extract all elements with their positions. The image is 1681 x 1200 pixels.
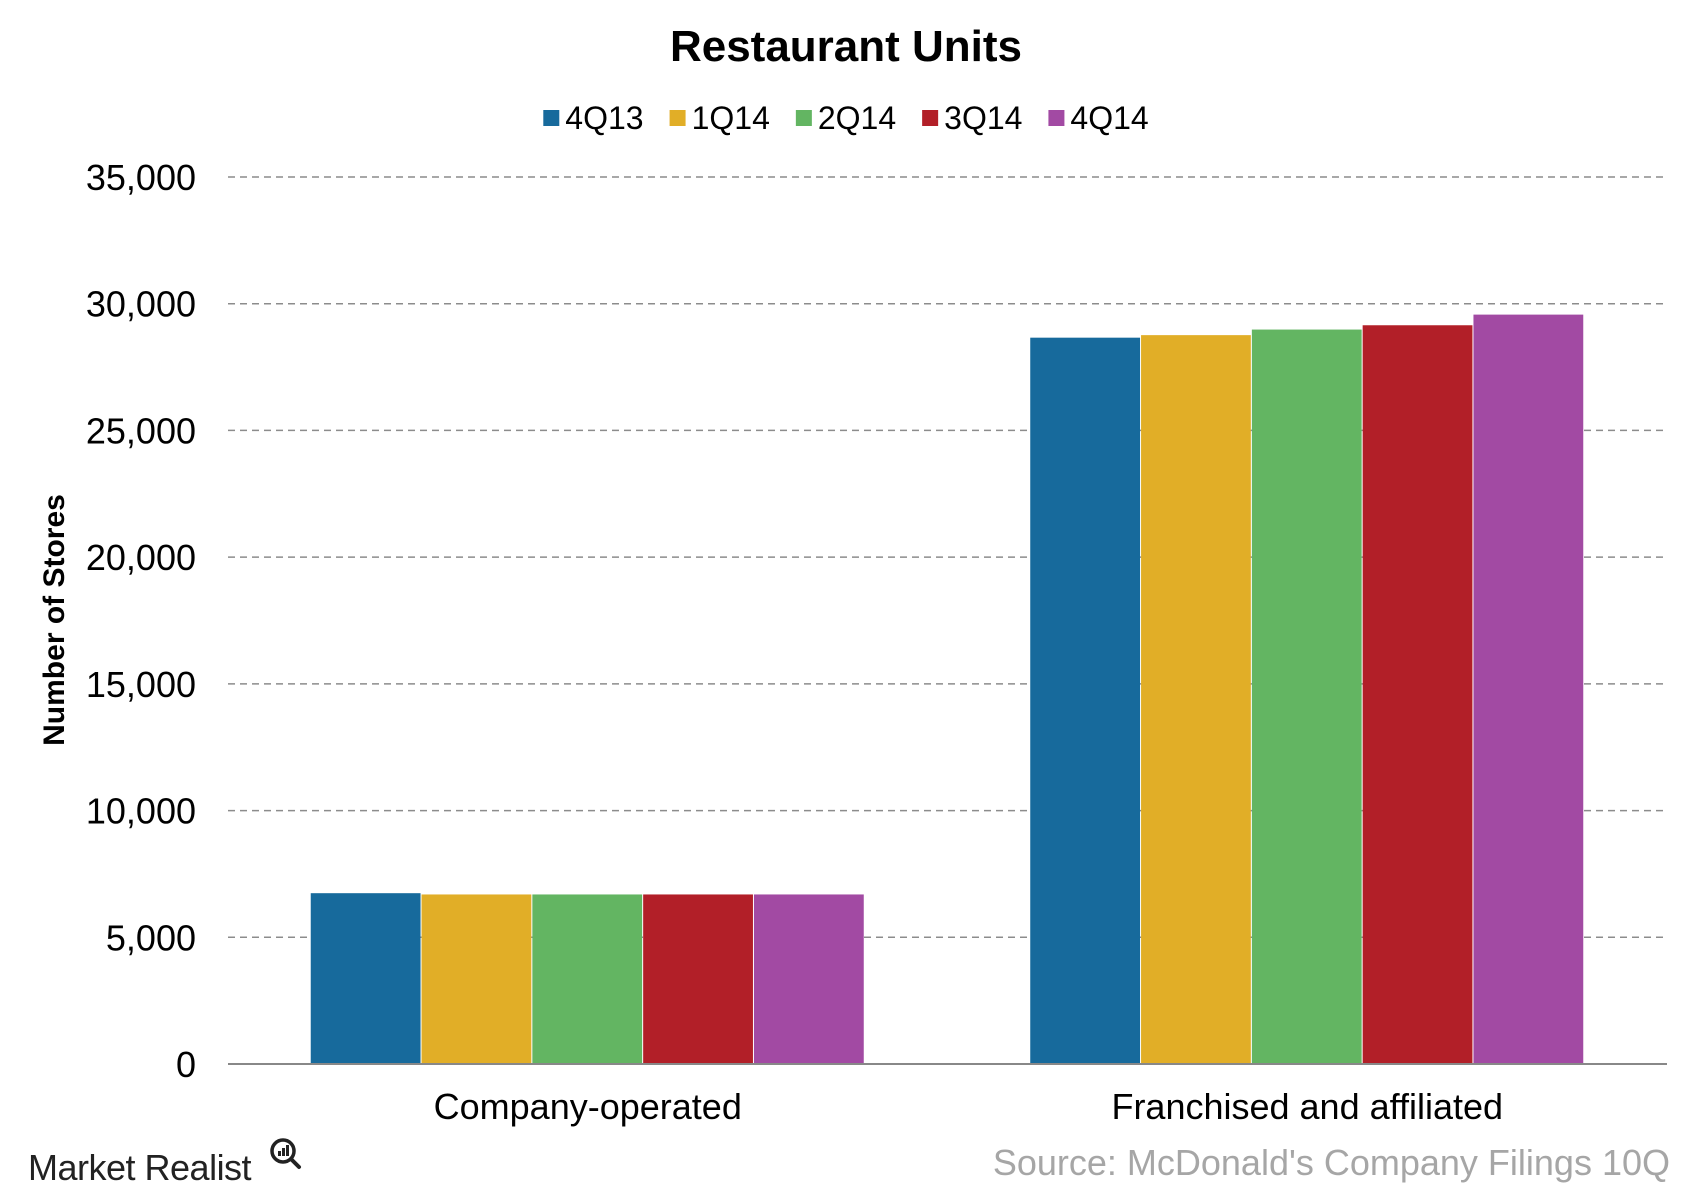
y-tick-label: 35,000 [86,157,196,198]
legend-label: 2Q14 [818,100,896,136]
bars [310,314,1584,1065]
bar-3q14-franchised [1362,325,1473,1064]
y-tick-label: 5,000 [106,917,196,958]
legend-swatch [922,110,939,126]
bar-4q13-franchised [1030,337,1141,1064]
y-axis-ticks: 0 5,000 10,000 15,000 20,000 25,000 30,000 35,0… [86,157,196,1085]
legend-label: 1Q14 [692,100,770,136]
legend-swatch [669,110,686,126]
legend-label: 4Q14 [1070,100,1148,136]
source-note: Source: McDonald's Company Filings 10Q [993,1142,1670,1183]
bar-1q14-franchised [1141,335,1251,1065]
x-category-label: Company-operated [434,1086,742,1127]
y-tick-label: 15,000 [86,664,196,705]
x-axis-categories: Company-operated Franchised and affiliate… [434,1086,1503,1127]
chart-title: Restaurant Units [670,22,1022,71]
brand-name: Market Realist [28,1147,252,1188]
legend-swatch [543,110,560,126]
legend-label: 4Q13 [565,100,643,136]
bar-4q14-company-operated [753,894,864,1064]
y-tick-label: 0 [176,1044,196,1085]
bar-4q14-franchised [1473,314,1584,1065]
x-category-label: Franchised and affiliated [1111,1086,1503,1127]
bar-3q14-company-operated [643,894,753,1064]
legend-swatch [795,110,812,126]
y-tick-label: 30,000 [86,284,196,325]
y-axis-label: Number of Stores [38,494,71,746]
legend-swatch [1048,110,1065,126]
brand-logo: Market Realist [28,1138,301,1188]
y-tick-label: 25,000 [86,410,196,451]
bar-2q14-company-operated [532,894,643,1064]
magnifier-chart-icon [270,1138,301,1169]
legend-label: 3Q14 [944,100,1022,136]
bar-1q14-company-operated [421,894,532,1064]
bar-2q14-franchised [1251,329,1362,1065]
y-tick-label: 10,000 [86,791,196,832]
y-tick-label: 20,000 [86,537,196,578]
bar-4q13-company-operated [310,893,421,1064]
legend: 4Q13 1Q14 2Q14 3Q14 4Q14 [543,100,1149,136]
